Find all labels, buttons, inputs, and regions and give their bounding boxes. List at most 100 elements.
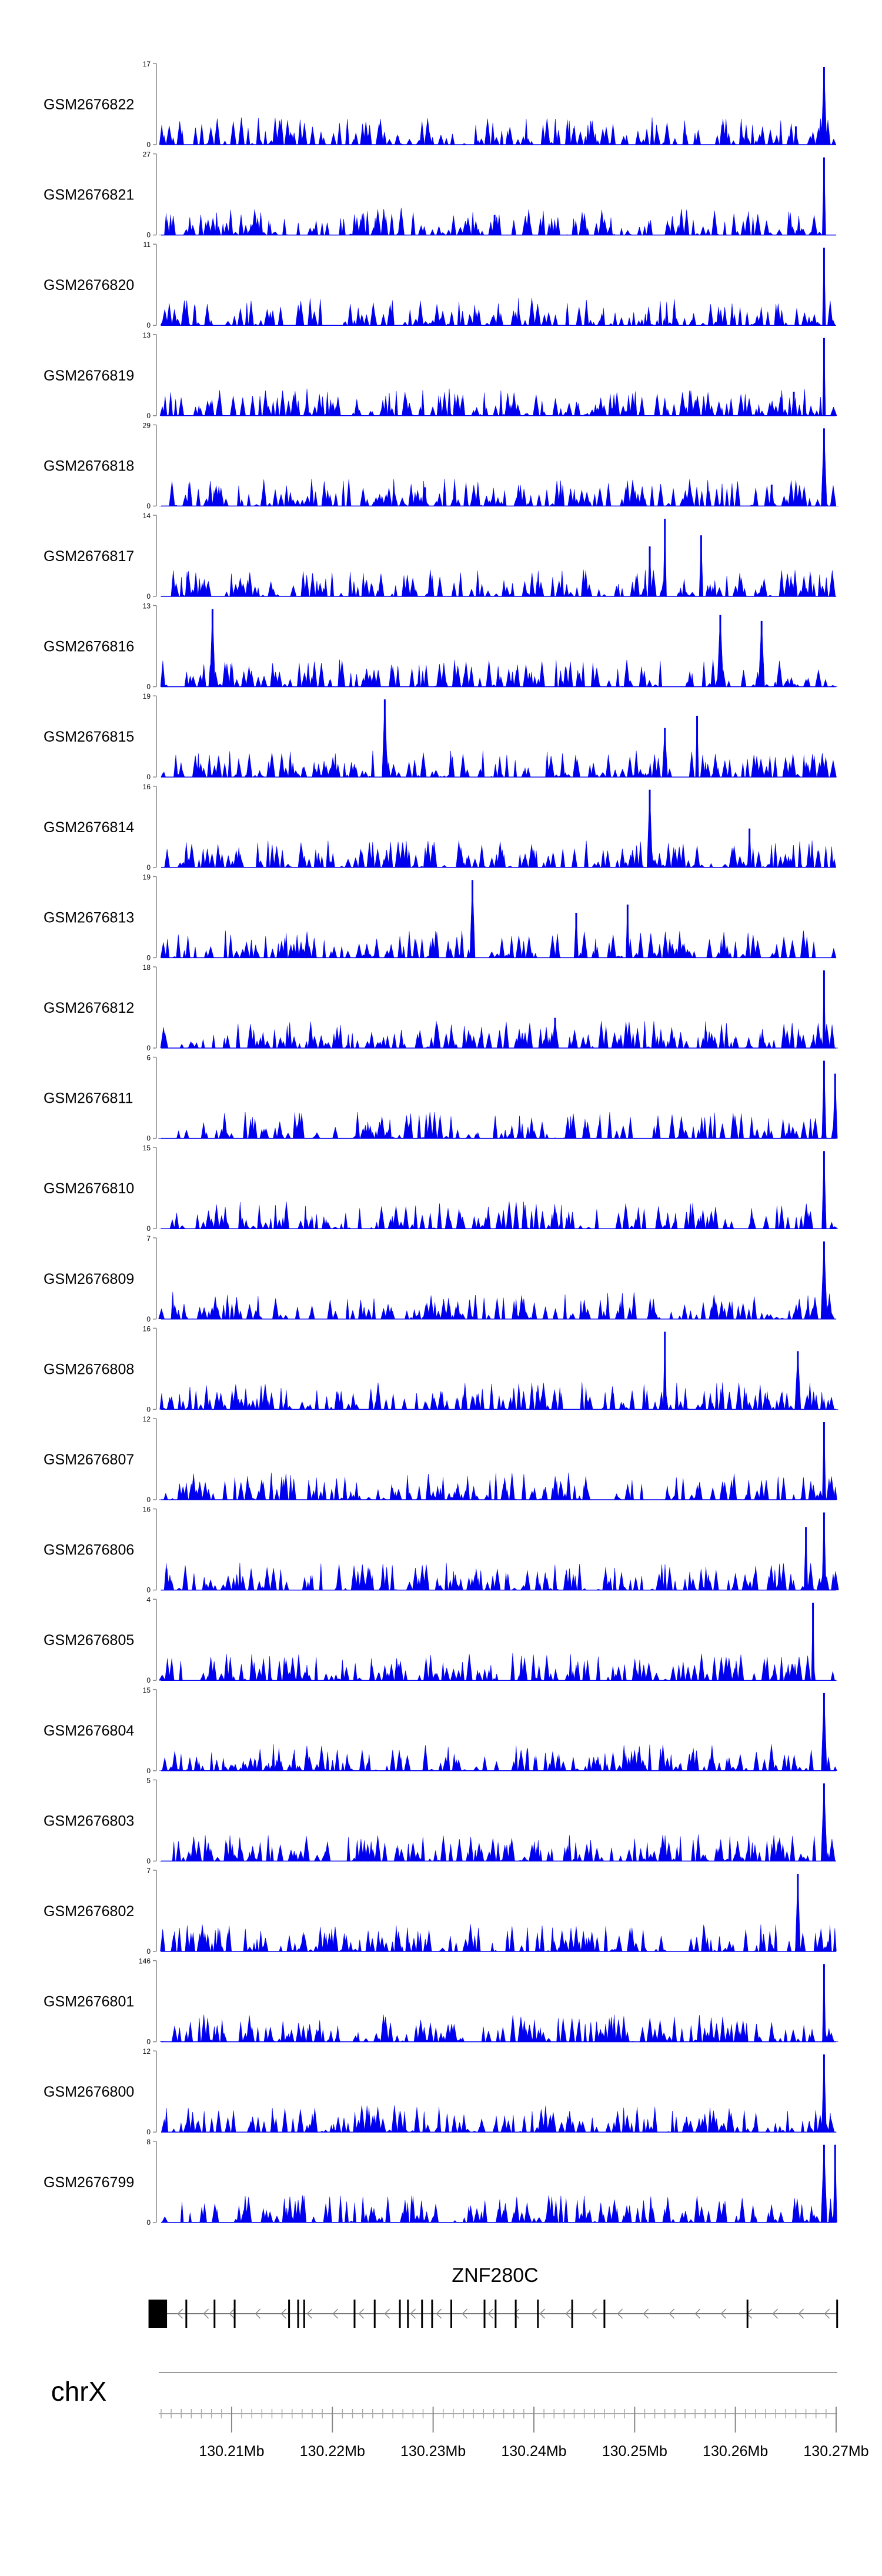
track-ymax-label: 14	[143, 512, 151, 520]
track: GSM2676814 16 0	[44, 783, 836, 872]
track-ymin-label: 0	[146, 2038, 151, 2046]
track: GSM2676803 5 0	[44, 1776, 836, 1865]
track: GSM2676807 12 0	[44, 1415, 837, 1504]
track-label: GSM2676811	[44, 1090, 133, 1107]
track-ymax-label: 16	[143, 1324, 151, 1333]
strand-arrow	[306, 2308, 313, 2319]
coverage-area	[160, 1964, 838, 2042]
strand-arrow	[410, 2308, 416, 2319]
track-label: GSM2676808	[44, 1361, 134, 1377]
track: GSM2676819 13 0	[44, 331, 837, 420]
coverage-area	[161, 518, 837, 597]
coverage-area	[159, 66, 836, 145]
gene-exon	[495, 2300, 497, 2328]
track: GSM2676800 12 0	[44, 2047, 837, 2136]
strand-arrow	[669, 2308, 675, 2319]
track-label: GSM2676802	[44, 1903, 134, 1920]
track: GSM2676813 19 0	[44, 873, 837, 962]
gene-exon	[407, 2300, 409, 2328]
track: GSM2676801 146 0	[44, 1957, 838, 2046]
x-tick-label: 130.22Mb	[300, 2443, 365, 2460]
track-ymax-label: 15	[143, 1686, 151, 1694]
coverage-area	[161, 699, 837, 778]
gene-exon	[303, 2300, 305, 2328]
track-ymax-label: 4	[146, 1596, 151, 1604]
strand-arrow	[462, 2308, 468, 2319]
track: GSM2676816 13 0	[44, 602, 837, 691]
track-ymax-label: 29	[143, 421, 151, 429]
strand-arrow	[203, 2308, 209, 2319]
track-label: GSM2676804	[44, 1723, 134, 1739]
track-ymax-label: 5	[146, 1776, 151, 1784]
gene-exon	[353, 2300, 356, 2328]
chromosome-label: chrX	[51, 2376, 107, 2407]
track: GSM2676815 19 0	[44, 692, 837, 781]
coverage-area	[160, 609, 837, 687]
coverage-area	[159, 338, 837, 416]
strand-arrow	[720, 2308, 727, 2319]
track: GSM2676810 15 0	[44, 1144, 838, 1233]
coverage-area	[159, 1151, 838, 1229]
strand-arrow	[565, 2308, 572, 2319]
track-ymin-label: 0	[146, 1586, 151, 1594]
track-label: GSM2676810	[44, 1180, 134, 1197]
track: GSM2676806 16 0	[44, 1506, 839, 1594]
coverage-tracks: GSM2676822170GSM2676821270GSM2676820110G…	[44, 60, 839, 2227]
track-ymin-label: 0	[146, 953, 151, 962]
track-ymin-label: 0	[146, 1315, 151, 1323]
track-ymin-label: 0	[146, 321, 151, 329]
strand-arrow	[539, 2308, 546, 2319]
gene-track: ZNF280C	[148, 2264, 838, 2328]
coverage-area	[159, 1332, 838, 1410]
track-ymax-label: 8	[146, 2138, 151, 2146]
x-tick-label: 130.24Mb	[501, 2443, 566, 2460]
coverage-area	[159, 1422, 837, 1500]
track-ymax-label: 18	[143, 963, 151, 972]
track-ymin-label: 0	[146, 502, 151, 510]
track-label: GSM2676800	[44, 2084, 134, 2100]
coverage-area	[160, 970, 838, 1049]
track-label: GSM2676812	[44, 1000, 134, 1016]
track: GSM2676818 29 0	[44, 421, 839, 510]
coverage-area	[159, 1693, 837, 1771]
gene-exon	[213, 2300, 216, 2328]
track-label: GSM2676806	[44, 1542, 134, 1559]
track-ymax-label: 13	[143, 331, 151, 339]
track: GSM2676802 7 0	[44, 1867, 837, 1956]
strand-arrow	[487, 2308, 494, 2319]
gene-exon	[836, 2300, 838, 2328]
coverage-area	[160, 880, 837, 958]
track-ymin-label: 0	[146, 1947, 151, 1956]
gene-exon	[571, 2300, 573, 2328]
gene-exon	[399, 2300, 401, 2328]
track: GSM2676821 27 0	[44, 151, 837, 239]
track: GSM2676808 16 0	[44, 1324, 838, 1413]
strand-arrow	[643, 2308, 649, 2319]
track-ymax-label: 27	[143, 151, 151, 159]
gene-exon	[373, 2300, 376, 2328]
strand-arrow	[772, 2308, 779, 2319]
strand-arrow	[384, 2308, 390, 2319]
coverage-area	[158, 1241, 837, 1320]
strand-arrow	[513, 2308, 520, 2319]
gene-exon	[483, 2300, 486, 2328]
coverage-area	[160, 1873, 837, 1952]
gene-exon	[746, 2300, 749, 2328]
coverage-area	[161, 2054, 837, 2133]
strand-arrow	[798, 2308, 804, 2319]
strand-arrow	[332, 2308, 339, 2319]
strand-arrow	[280, 2308, 287, 2319]
coverage-area	[158, 1060, 838, 1139]
track-label: GSM2676819	[44, 368, 134, 384]
gene-exon	[514, 2300, 517, 2328]
strand-arrow	[436, 2308, 442, 2319]
track-ymax-label: 12	[143, 2047, 151, 2056]
gene-exon	[421, 2300, 423, 2328]
track-label: GSM2676821	[44, 187, 134, 203]
strand-arrow	[255, 2308, 261, 2319]
track-ymax-label: 7	[146, 1867, 151, 1875]
track-ymax-label: 16	[143, 1506, 151, 1514]
track-ymin-label: 0	[146, 1224, 151, 1233]
coverage-area	[160, 1512, 839, 1590]
track-ymax-label: 15	[143, 1144, 151, 1152]
